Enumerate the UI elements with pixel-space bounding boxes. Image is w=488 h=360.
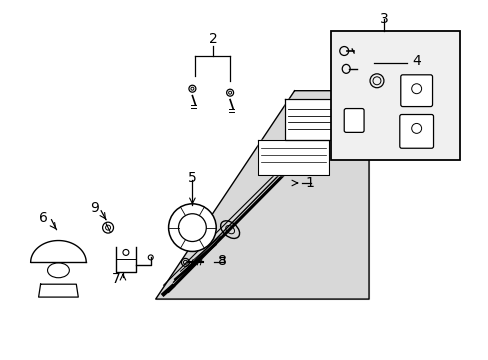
Text: 1: 1: [305, 176, 313, 190]
FancyBboxPatch shape: [400, 75, 432, 107]
Text: 3: 3: [379, 12, 387, 26]
Bar: [331, 31, 459, 160]
FancyBboxPatch shape: [399, 114, 433, 148]
Polygon shape: [284, 99, 360, 140]
Ellipse shape: [178, 214, 206, 242]
Ellipse shape: [168, 204, 216, 251]
Text: 4: 4: [411, 54, 420, 68]
Text: 8: 8: [217, 255, 226, 268]
Polygon shape: [257, 140, 328, 175]
Text: 2: 2: [208, 32, 217, 46]
Polygon shape: [39, 284, 78, 297]
Polygon shape: [155, 91, 368, 299]
Text: 5: 5: [188, 171, 196, 185]
Bar: [332, 32, 458, 159]
Text: 9: 9: [89, 201, 99, 215]
FancyBboxPatch shape: [344, 109, 364, 132]
Text: 6: 6: [39, 211, 48, 225]
Text: 7: 7: [111, 272, 120, 286]
